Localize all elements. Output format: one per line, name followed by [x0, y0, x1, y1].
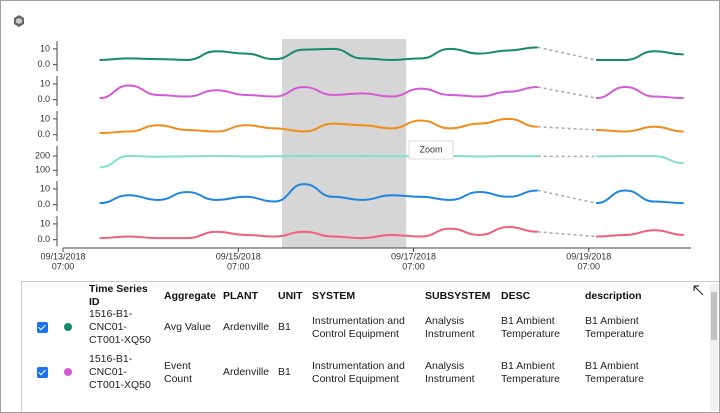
row-checkbox[interactable]	[37, 367, 48, 378]
table-cell: Analysis Instrument	[425, 359, 475, 385]
chart: 0.0 10 0.0 10 0.0 10 100 200 0.0 10 0.0 10 09/13/201…	[14, 15, 691, 271]
table-cell: Analysis Instrument	[425, 314, 475, 340]
column-header: UNIT	[278, 289, 303, 302]
column-header: SYSTEM	[312, 289, 356, 302]
gap-connector	[537, 86, 597, 99]
gap-connector	[537, 189, 597, 204]
y-tick-label: 200	[35, 150, 50, 160]
zoom-selection[interactable]	[282, 39, 407, 248]
table-cell: Instrumentation and Control Equipment	[312, 359, 405, 385]
y-tick-label: 0.0	[37, 94, 50, 104]
column-header: description	[585, 289, 642, 302]
series-line	[99, 84, 684, 100]
table-cell: B1 Ambient Temperature	[585, 359, 644, 385]
y-tick-label: 10	[40, 43, 50, 53]
series-color-dot	[64, 323, 72, 331]
series-line	[99, 117, 684, 135]
y-tick-label: 10	[40, 183, 50, 193]
table-cell: B1 Ambient Temperature	[501, 359, 560, 385]
series-table: Time Series ID Aggregate PLANT UNIT SYSTEM SU…	[21, 281, 719, 412]
column-header: Aggregate	[164, 289, 216, 302]
table-cell: Event Count	[164, 359, 193, 385]
x-tick-label: 09/15/2018	[216, 251, 261, 261]
column-header: SUBSYSTEM	[425, 289, 491, 302]
x-tick-label: 07:00	[578, 261, 601, 271]
tooltip: Zoom	[408, 140, 454, 160]
gap-connector	[537, 126, 597, 131]
x-tick-label: 09/19/2018	[566, 251, 611, 261]
series-color-dot	[64, 368, 72, 376]
cursor	[693, 285, 704, 296]
scrollbar-thumb[interactable]	[711, 292, 717, 340]
y-tick-label: 10	[40, 113, 50, 123]
table-cell: Instrumentation and Control Equipment	[312, 314, 405, 340]
y-tick-label: 0.0	[37, 199, 50, 209]
gap-connector	[537, 46, 597, 61]
y-tick-label: 10	[40, 218, 50, 228]
x-tick-label: 09/17/2018	[391, 251, 436, 261]
x-tick-label: 07:00	[52, 261, 75, 271]
series-line	[99, 183, 684, 205]
y-tick-label: 0.0	[37, 129, 50, 139]
table-cell: B1 Ambient Temperature	[501, 314, 560, 340]
row-checkbox[interactable]	[37, 322, 48, 333]
column-header: PLANT	[223, 289, 258, 302]
tooltip-text: Zoom	[419, 144, 442, 154]
table-cell: Ardenville	[223, 366, 270, 378]
tooltip-box	[408, 140, 454, 160]
table-cell: Avg Value	[164, 321, 211, 333]
gap-connector	[537, 231, 597, 238]
table-cell: 1516-B1-CNC01-CT001-XQ50	[89, 353, 151, 391]
table-cell: B1	[278, 366, 291, 378]
table-cell: Ardenville	[223, 321, 270, 333]
column-header: DESC	[501, 289, 531, 302]
scrollbar[interactable]	[710, 284, 718, 411]
y-tick-label: 0.0	[37, 59, 50, 69]
table-cell: 1516-B1-	[89, 395, 161, 412]
y-tick-label: 0.0	[37, 234, 50, 244]
y-tick-label: 100	[35, 165, 50, 175]
series-line	[99, 154, 684, 169]
column-header: Time Series ID	[89, 283, 148, 308]
table-cell: 1516-B1-CNC01-CT001-XQ50	[89, 308, 151, 346]
x-tick-label: 07:00	[402, 261, 425, 271]
y-tick-label: 10	[40, 78, 50, 88]
x-tick-label: 07:00	[227, 261, 250, 271]
app-icon	[14, 15, 24, 27]
table-cell: B1	[278, 321, 291, 333]
x-tick-label: 09/13/2018	[40, 251, 85, 261]
series-line	[99, 226, 684, 240]
series-line	[99, 46, 684, 61]
table-cell: B1 Ambient Temperature	[585, 314, 644, 340]
